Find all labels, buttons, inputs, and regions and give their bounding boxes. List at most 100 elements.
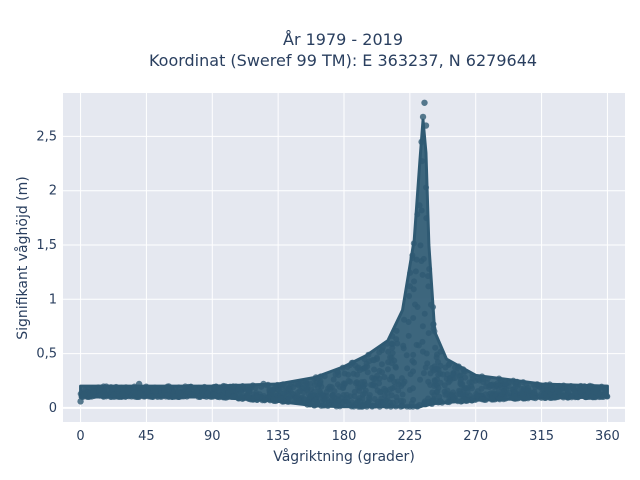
scatter-point: [379, 344, 386, 351]
scatter-point: [423, 215, 430, 222]
scatter-point: [403, 403, 410, 410]
scatter-point: [398, 375, 405, 382]
scatter-point: [335, 397, 342, 404]
scatter-point: [380, 399, 387, 406]
y-tick-label: 0,5: [36, 347, 57, 362]
scatter-point: [238, 394, 245, 401]
scatter-point: [537, 393, 544, 400]
scatter-point: [410, 286, 417, 293]
scatter-point: [369, 402, 376, 409]
scatter-point: [409, 385, 416, 392]
scatter-point: [135, 380, 143, 388]
scatter-point: [421, 310, 428, 317]
scatter-point: [432, 366, 439, 373]
scatter-point: [409, 357, 416, 364]
scatter-point: [376, 403, 383, 410]
scatter-point: [276, 387, 283, 394]
scatter-point: [280, 381, 287, 388]
x-tick-label: 360: [595, 429, 620, 444]
scatter-point: [325, 401, 332, 408]
scatter-point: [334, 369, 341, 376]
scatter-point: [393, 327, 400, 334]
scatter-point: [295, 381, 302, 388]
scatter-point: [419, 158, 426, 165]
scatter-point: [421, 400, 428, 407]
scatter-point: [539, 383, 546, 390]
x-tick-label: 90: [204, 429, 221, 444]
scatter-point: [389, 399, 396, 406]
scatter-point: [200, 387, 207, 394]
scatter-point: [369, 357, 376, 364]
scatter-point: [576, 384, 583, 391]
scatter-point: [395, 387, 402, 394]
scatter-point: [552, 394, 559, 401]
scatter-point: [317, 380, 324, 387]
scatter-point: [469, 372, 476, 379]
scatter-point: [440, 371, 447, 378]
scatter-point: [593, 386, 600, 393]
scatter-point: [419, 323, 426, 330]
scatter-point: [378, 361, 385, 368]
x-tick-label: 0: [76, 429, 84, 444]
scatter-point: [532, 384, 539, 391]
scatter-point: [479, 396, 486, 403]
scatter-point: [410, 351, 417, 358]
scatter-point: [302, 377, 309, 384]
scatter-point: [418, 207, 425, 214]
scatter-point: [436, 393, 443, 400]
scatter-point: [601, 386, 608, 393]
scatter-point: [574, 393, 581, 400]
y-tick-label: 2: [49, 184, 57, 199]
scatter-point: [339, 364, 346, 371]
scatter-point: [397, 403, 404, 410]
scatter-point: [361, 390, 368, 397]
scatter-point: [425, 378, 432, 385]
scatter-point: [362, 364, 369, 371]
scatter-point: [489, 395, 496, 402]
scatter-point: [412, 268, 419, 275]
scatter-point: [422, 122, 430, 129]
scatter-point: [394, 378, 401, 385]
scatter-point: [245, 393, 252, 400]
scatter-point: [246, 388, 253, 395]
scatter-points: [77, 99, 611, 410]
scatter-point: [389, 340, 396, 347]
scatter-point: [484, 375, 491, 382]
scatter-point: [274, 381, 281, 388]
scatter-point: [400, 380, 407, 387]
scatter-point: [530, 389, 537, 396]
scatter-point: [90, 388, 97, 395]
scatter-point: [418, 138, 425, 146]
scatter-point: [581, 383, 588, 390]
scatter-point: [171, 393, 178, 400]
scatter-point: [405, 332, 412, 339]
scatter-point: [354, 371, 361, 378]
scatter-point: [376, 389, 383, 396]
scatter-point: [193, 387, 200, 394]
scatter-point: [495, 387, 502, 394]
scatter-point: [371, 366, 378, 373]
scatter-point: [466, 379, 473, 386]
scatter-point: [425, 330, 432, 337]
scatter-point: [210, 385, 217, 392]
scatter-point: [473, 392, 480, 399]
scatter-point: [475, 376, 482, 383]
scatter-point: [110, 391, 117, 398]
x-tick-label: 225: [397, 429, 422, 444]
scatter-point: [381, 374, 388, 381]
scatter-point: [345, 377, 352, 384]
scatter-point: [365, 351, 372, 358]
scatter-point: [410, 315, 417, 322]
scatter-point: [345, 401, 352, 408]
scatter-point: [131, 389, 138, 396]
scatter-point: [165, 386, 172, 393]
scatter-point: [339, 385, 346, 392]
scatter-point: [311, 381, 318, 388]
scatter-point: [403, 352, 410, 359]
scatter-point: [525, 387, 532, 394]
scatter-point: [124, 388, 131, 395]
scatter-point: [407, 269, 414, 276]
scatter-point: [81, 391, 88, 398]
scatter-point: [548, 383, 555, 390]
x-tick-label: 270: [463, 429, 488, 444]
